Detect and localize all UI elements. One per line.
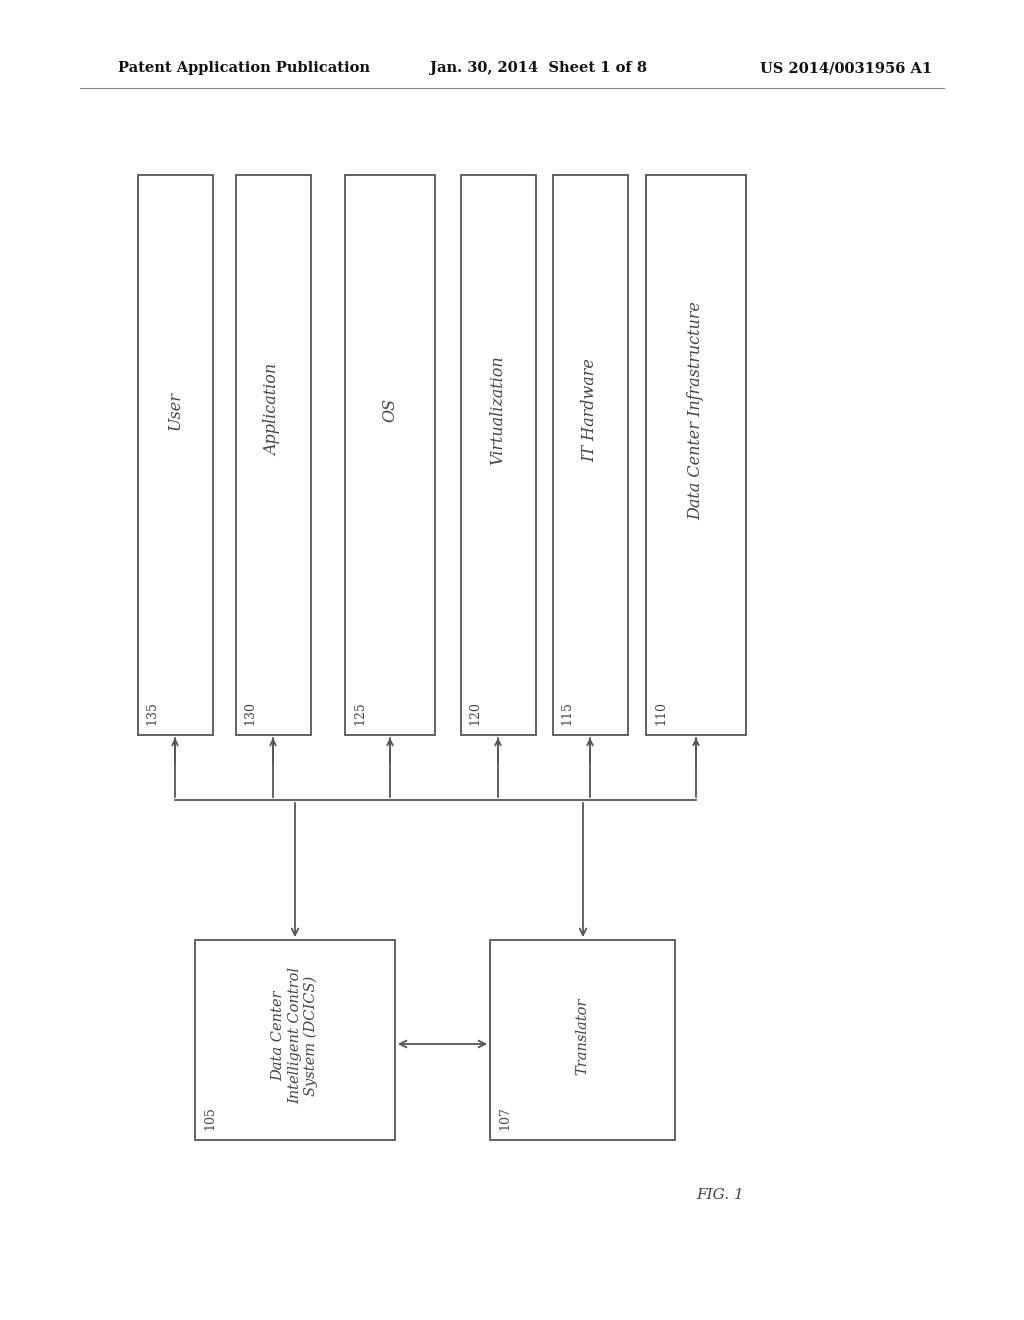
Text: 105: 105 [203, 1106, 216, 1130]
Text: Virtualization: Virtualization [489, 355, 507, 465]
Bar [553, 176, 628, 735]
Text: FIG. 1: FIG. 1 [696, 1188, 743, 1203]
Text: 107: 107 [498, 1106, 511, 1130]
Bar [646, 176, 746, 735]
Bar [236, 176, 310, 735]
Text: 115: 115 [560, 701, 573, 725]
Text: US 2014/0031956 A1: US 2014/0031956 A1 [760, 61, 932, 75]
Text: OS: OS [382, 399, 398, 422]
Bar [461, 176, 536, 735]
Text: 110: 110 [654, 701, 667, 725]
Text: Jan. 30, 2014  Sheet 1 of 8: Jan. 30, 2014 Sheet 1 of 8 [430, 61, 647, 75]
Text: Patent Application Publication: Patent Application Publication [118, 61, 370, 75]
Text: Data Center Infrastructure: Data Center Infrastructure [687, 301, 705, 520]
Text: Application: Application [264, 364, 282, 457]
Text: 125: 125 [353, 701, 366, 725]
Bar [195, 940, 395, 1140]
Text: 120: 120 [469, 701, 481, 725]
Bar [137, 176, 213, 735]
Text: 135: 135 [145, 701, 159, 725]
Text: 130: 130 [244, 701, 256, 725]
Text: Translator: Translator [575, 998, 590, 1074]
Text: Data Center
Intelligent Control
System (DCICS): Data Center Intelligent Control System (… [271, 968, 318, 1105]
Bar [345, 176, 435, 735]
Bar [490, 940, 675, 1140]
Text: IT Hardware: IT Hardware [582, 358, 598, 462]
Text: User: User [167, 391, 183, 429]
